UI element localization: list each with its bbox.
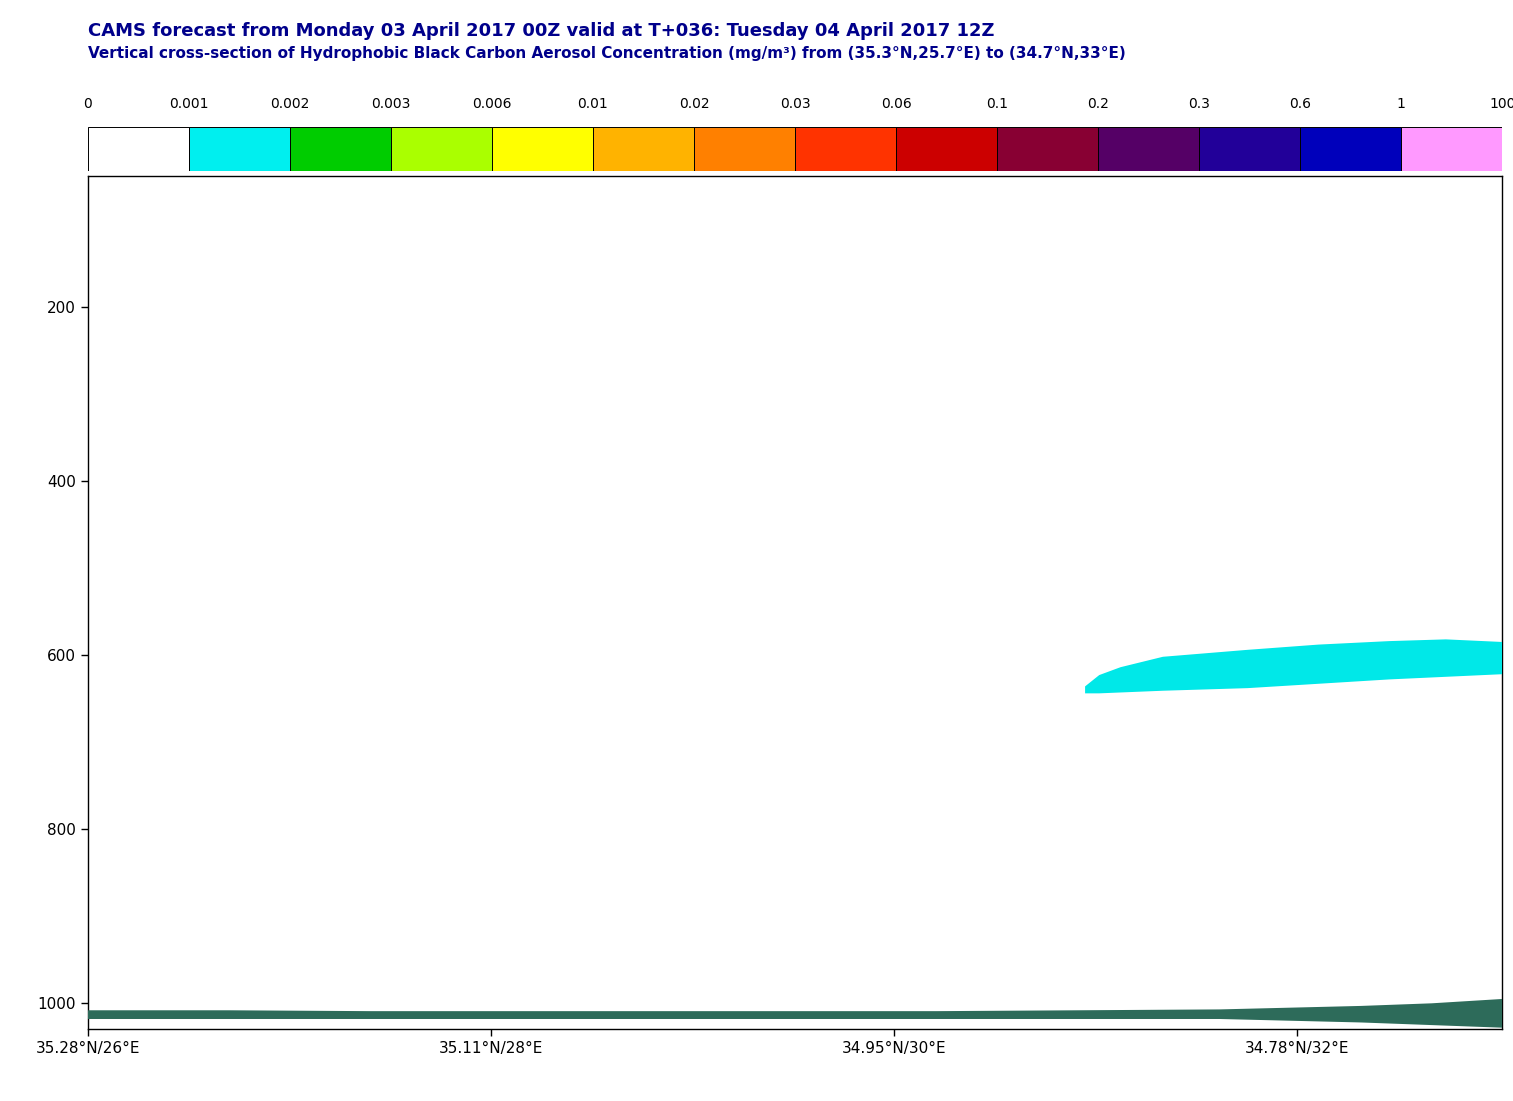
Text: CAMS forecast from Monday 03 April 2017 00Z valid at T+036: Tuesday 04 April 201: CAMS forecast from Monday 03 April 2017 … xyxy=(88,22,994,40)
Text: 0.01: 0.01 xyxy=(578,97,608,111)
Text: 0.3: 0.3 xyxy=(1188,97,1210,111)
Text: 0.2: 0.2 xyxy=(1088,97,1109,111)
Bar xyxy=(1098,127,1200,171)
Bar xyxy=(88,127,189,171)
Bar xyxy=(492,127,593,171)
Text: 0.006: 0.006 xyxy=(472,97,511,111)
Bar xyxy=(1401,127,1502,171)
Text: 0.6: 0.6 xyxy=(1289,97,1312,111)
Bar xyxy=(189,127,290,171)
Bar xyxy=(593,127,694,171)
Text: 0.03: 0.03 xyxy=(779,97,811,111)
Bar xyxy=(896,127,997,171)
Text: 0.06: 0.06 xyxy=(881,97,911,111)
Polygon shape xyxy=(1085,640,1502,694)
Text: 1: 1 xyxy=(1396,97,1406,111)
Bar xyxy=(1200,127,1300,171)
Text: 0.001: 0.001 xyxy=(169,97,209,111)
Bar xyxy=(694,127,796,171)
Text: 100: 100 xyxy=(1489,97,1513,111)
Bar xyxy=(1300,127,1401,171)
Text: 0: 0 xyxy=(83,97,92,111)
Bar xyxy=(290,127,390,171)
Text: Vertical cross-section of Hydrophobic Black Carbon Aerosol Concentration (mg/m³): Vertical cross-section of Hydrophobic Bl… xyxy=(88,46,1126,62)
Bar xyxy=(390,127,492,171)
Text: 0.1: 0.1 xyxy=(986,97,1008,111)
Text: 0.002: 0.002 xyxy=(271,97,310,111)
Bar xyxy=(997,127,1098,171)
Text: 0.003: 0.003 xyxy=(371,97,410,111)
Bar xyxy=(794,127,896,171)
Text: 0.02: 0.02 xyxy=(679,97,710,111)
Polygon shape xyxy=(88,999,1502,1027)
